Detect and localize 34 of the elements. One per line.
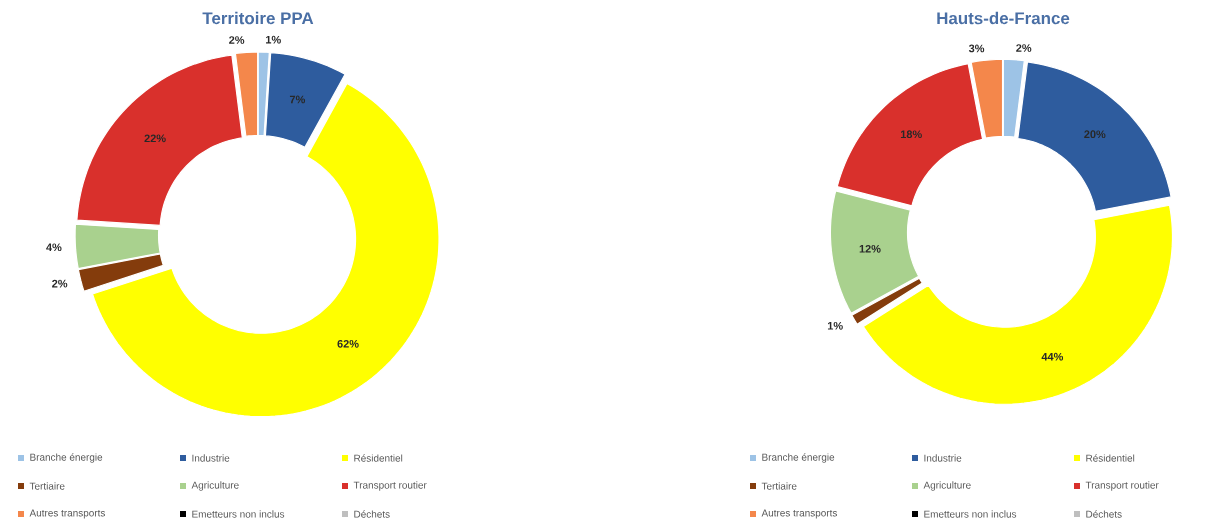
data-label: 22%	[144, 134, 166, 143]
chart-title: Hauts-de-France	[937, 11, 1070, 25]
data-label: 2%	[229, 36, 245, 44]
data-label: 2%	[52, 279, 68, 288]
legend-label: Déchets	[1086, 510, 1122, 518]
legend-label: Transport routier	[353, 481, 427, 491]
legend-label: Résidentiel	[354, 454, 403, 462]
data-label: 1%	[266, 35, 281, 44]
data-label: 44%	[1041, 352, 1064, 361]
legend-label: Résidentiel	[1086, 454, 1135, 462]
legend-label: Déchets	[354, 510, 390, 518]
legend-label: Tertiaire	[29, 482, 65, 490]
legend-label: Industrie	[924, 454, 962, 462]
data-label: 1%	[827, 321, 843, 330]
data-label: 18%	[900, 130, 922, 139]
data-label: 2%	[1016, 44, 1032, 52]
legend-label: Autres transports	[29, 509, 106, 519]
chart-title: Territoire PPA	[202, 11, 314, 25]
legend-label: Tertiaire	[761, 482, 797, 490]
legend-label: Branche énergie	[762, 453, 835, 463]
legend-label: Emetteurs non inclus	[924, 510, 1017, 518]
data-label: 3%	[968, 44, 985, 53]
legend-label: Emetteurs non inclus	[192, 510, 285, 518]
legend-label: Branche énergie	[30, 453, 103, 463]
data-label: 20%	[1084, 130, 1106, 139]
data-label: 12%	[859, 244, 881, 253]
legend-label: Agriculture	[923, 481, 971, 491]
legend-label: Transport routier	[1085, 481, 1159, 491]
legend-label: Autres transports	[761, 509, 838, 519]
data-label: 4%	[46, 243, 62, 252]
legend-label: Industrie	[192, 454, 230, 462]
data-label: 7%	[289, 95, 306, 104]
data-label: 62%	[337, 339, 359, 348]
legend-label: Agriculture	[191, 481, 239, 491]
